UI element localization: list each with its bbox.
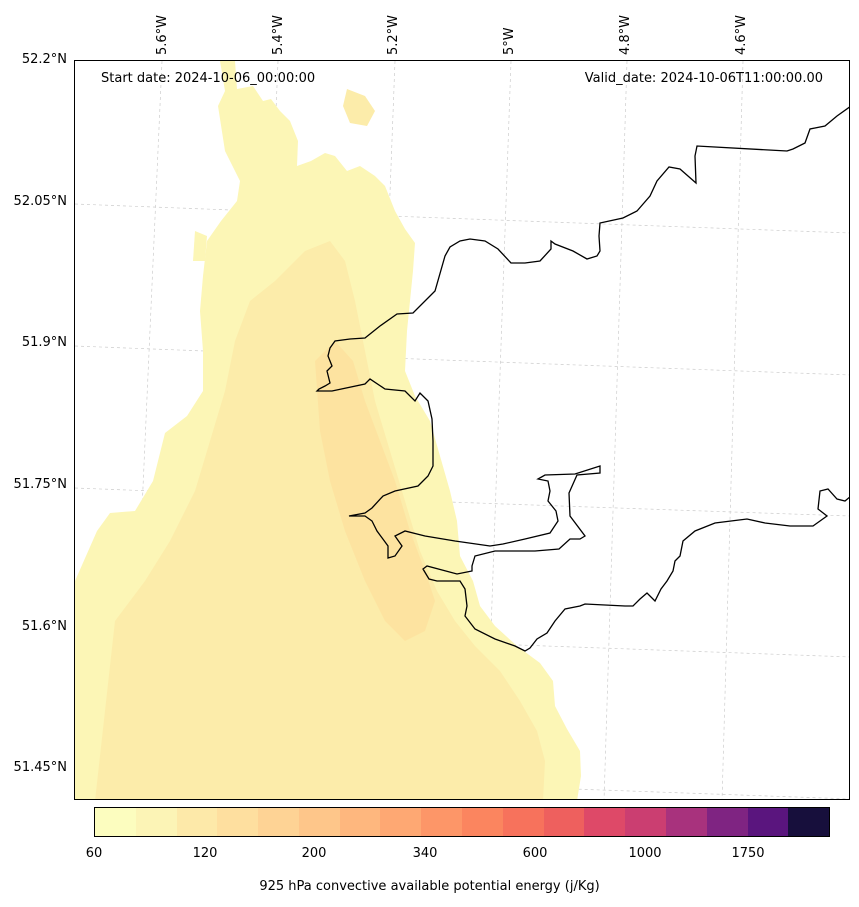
colorbar-tick: 200 — [301, 846, 327, 861]
lon-label: 5°W — [502, 27, 517, 55]
lon-label: 5.2°W — [386, 14, 401, 55]
colorbar-swatch — [421, 808, 463, 836]
colorbar-swatch — [584, 808, 626, 836]
colorbar-tick: 120 — [192, 846, 218, 861]
cape-field-blob — [343, 89, 375, 126]
colorbar-label: 925 hPa convective available potential e… — [259, 879, 600, 894]
colorbar-swatch — [543, 808, 585, 836]
lon-label: 5.4°W — [271, 14, 286, 55]
cape-field-mid — [95, 241, 545, 799]
lon-label: 5.6°W — [155, 14, 170, 55]
cape-field — [75, 61, 581, 799]
colorbar-swatch — [258, 808, 299, 836]
colorbar-swatch — [380, 808, 422, 836]
map-canvas — [75, 61, 849, 799]
colorbar-swatch — [217, 808, 259, 836]
cape-field-blob — [193, 231, 207, 261]
colorbar-swatch — [462, 808, 503, 836]
coastline — [315, 106, 849, 652]
colorbar-swatch — [706, 808, 748, 836]
start-date-label: Start date: 2024-10-06_00:00:00 — [101, 71, 316, 86]
colorbar-swatch — [95, 808, 136, 836]
lat-label: 52.2°N — [21, 52, 67, 67]
colorbar-tick: 340 — [412, 846, 438, 861]
colorbar-swatch — [339, 808, 381, 836]
colorbar-swatch — [747, 808, 789, 836]
lat-label: 51.9°N — [21, 335, 67, 350]
colorbar-swatch — [502, 808, 544, 836]
cape-field-high — [315, 341, 435, 641]
lat-label: 51.75°N — [13, 477, 67, 492]
lat-label: 51.6°N — [21, 619, 67, 634]
coastline-north — [315, 106, 849, 652]
valid-date-label: Valid_date: 2024-10-06T11:00:00.00 — [584, 71, 823, 86]
lon-label: 4.6°W — [734, 14, 749, 55]
colorbar-swatch — [788, 808, 830, 836]
colorbar — [94, 807, 830, 837]
colorbar-swatch — [625, 808, 666, 836]
colorbar-swatch — [176, 808, 218, 836]
lon-label: 4.8°W — [618, 14, 633, 55]
colorbar-swatch — [135, 808, 177, 836]
colorbar-swatch — [665, 808, 707, 836]
map-frame[interactable]: Start date: 2024-10-06_00:00:00 Valid_da… — [74, 60, 850, 800]
lat-label: 51.45°N — [13, 760, 67, 775]
colorbar-swatch — [298, 808, 340, 836]
colorbar-tick: 60 — [85, 846, 103, 861]
colorbar-tick: 1000 — [628, 846, 662, 861]
colorbar-tick: 1750 — [731, 846, 765, 861]
lat-label: 52.05°N — [13, 194, 67, 209]
colorbar-tick: 600 — [522, 846, 548, 861]
